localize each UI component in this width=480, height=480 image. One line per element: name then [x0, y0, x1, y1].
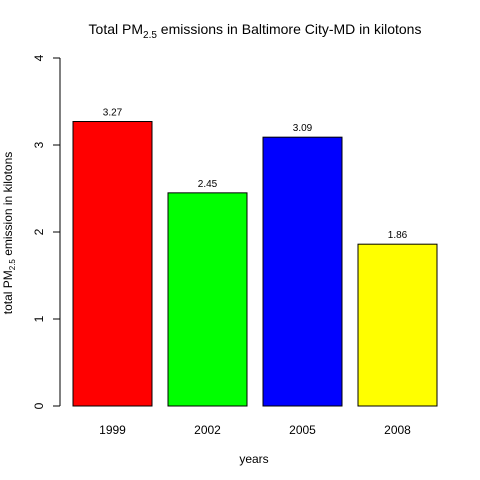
x-category-label: 2002	[194, 423, 221, 437]
y-tick-label: 0	[32, 402, 46, 409]
bar	[167, 192, 248, 407]
chart-title-subscript: 2.5	[143, 30, 157, 41]
y-tick-label: 1	[32, 315, 46, 322]
bar	[357, 243, 438, 407]
y-tick-label: 3	[32, 141, 46, 148]
y-axis-label-prefix: total PM	[1, 270, 15, 314]
y-axis-label: total PM2.5 emission in kilotons	[1, 152, 17, 315]
x-category-label: 2008	[384, 423, 411, 437]
x-category-label: 2005	[289, 423, 316, 437]
bar-value-label: 1.86	[388, 230, 408, 241]
chart-title-suffix: emissions in Baltimore City-MD in kiloto…	[157, 21, 422, 37]
y-axis: 0 1 2 3 4	[32, 54, 61, 409]
x-category-label: 1999	[99, 423, 126, 437]
y-tick-label: 2	[32, 228, 46, 235]
bar-value-label: 3.27	[103, 108, 123, 119]
bar-value-label: 3.09	[293, 123, 313, 134]
bars: 3.27 1999 2.45 2002 3.09 2005 1.86 2008	[72, 108, 438, 437]
x-axis-label: years	[239, 452, 268, 466]
chart-title-prefix: Total PM	[89, 21, 143, 37]
bar-value-label: 2.45	[198, 179, 218, 190]
bar	[72, 121, 153, 407]
y-tick-label: 4	[32, 54, 46, 61]
y-axis-label-subscript: 2.5	[8, 259, 17, 271]
chart-title: Total PM2.5 emissions in Baltimore City-…	[89, 21, 422, 41]
y-axis-label-suffix: emission in kilotons	[1, 152, 15, 259]
bar	[262, 136, 343, 407]
